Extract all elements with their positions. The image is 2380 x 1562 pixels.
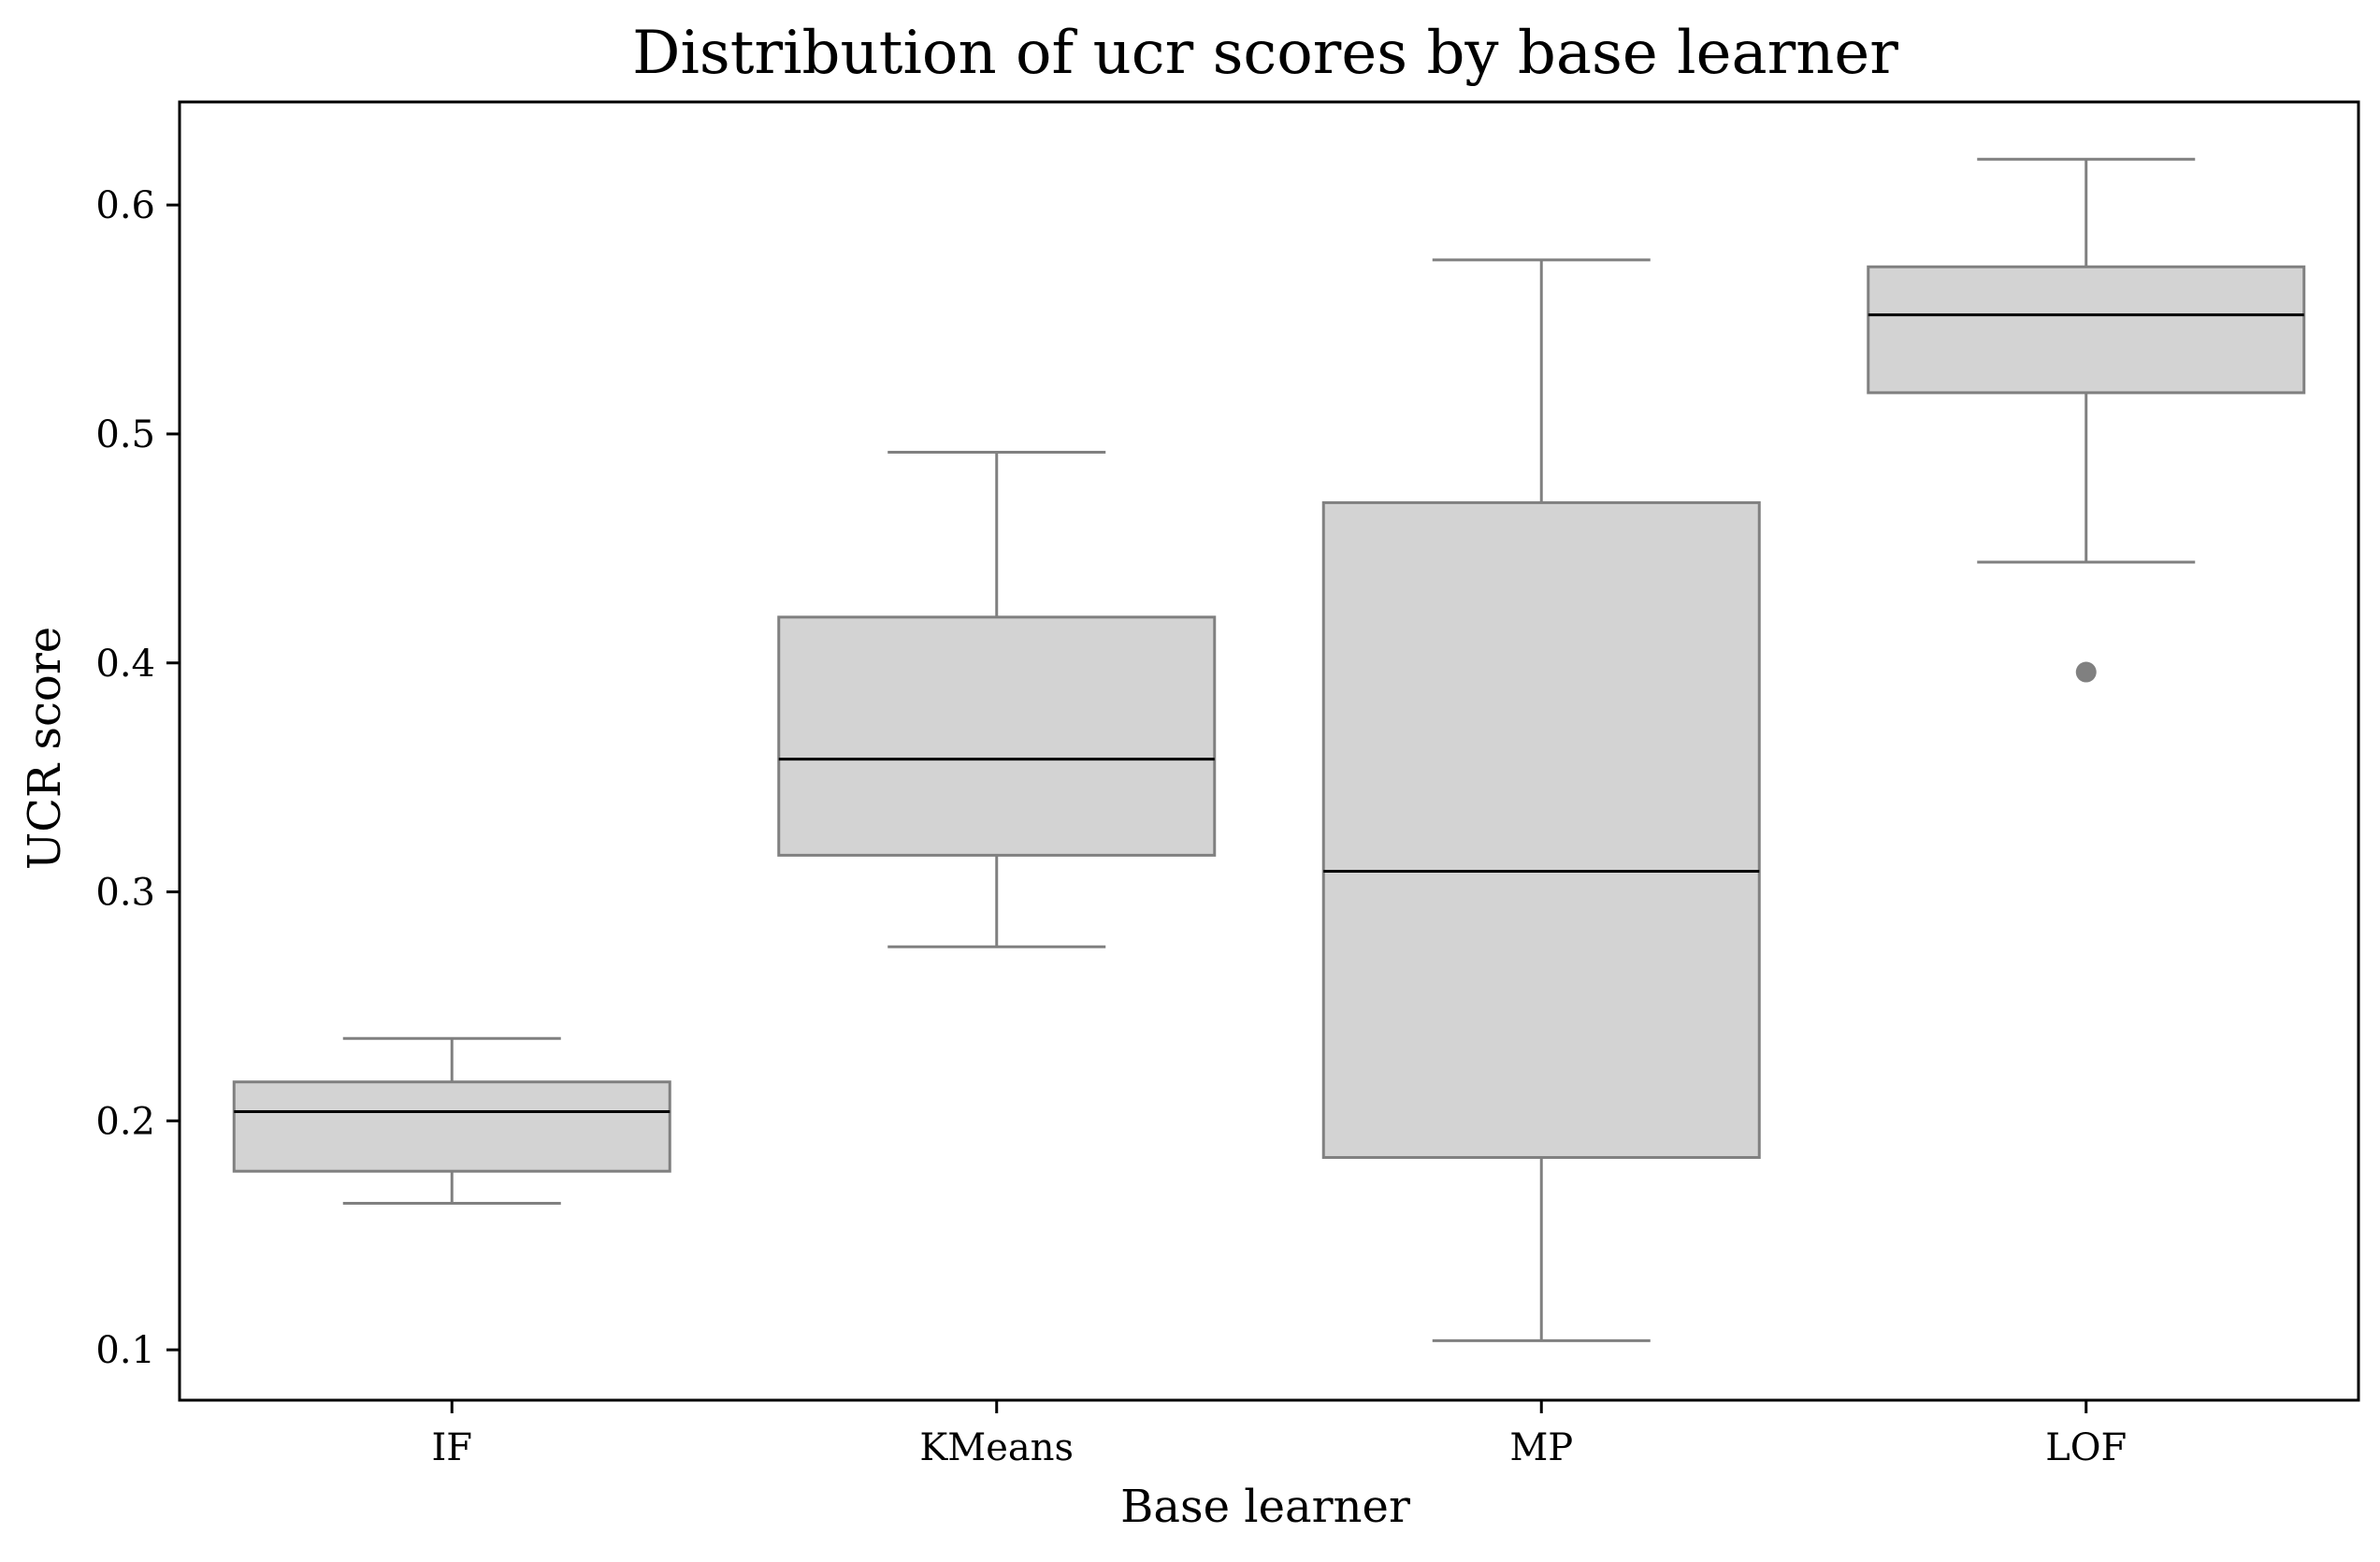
- iqr-box: [1867, 265, 2306, 395]
- plot-area: 0.1 0.2 0.3 0.4 0.5 0.6 IF KMeans MP LOF: [95, 100, 2360, 1469]
- outlier-point: [2075, 661, 2097, 683]
- y-axis-label: UCR score: [19, 627, 71, 870]
- x-tick-label: IF: [431, 1426, 472, 1469]
- x-tick-label: LOF: [2045, 1426, 2127, 1469]
- box-group-if: [232, 1036, 671, 1205]
- y-tick-label: 0.3: [95, 872, 155, 915]
- y-tick-label: 0.4: [95, 643, 155, 686]
- box-group-mp: [1321, 258, 1761, 1342]
- x-axis-label: Base learner: [1120, 1481, 1410, 1533]
- iqr-box: [777, 615, 1217, 857]
- y-tick-label: 0.5: [95, 413, 155, 456]
- x-tick-label: MP: [1509, 1426, 1573, 1469]
- y-tick-label: 0.6: [95, 184, 155, 227]
- y-tick-label: 0.2: [95, 1100, 155, 1143]
- iqr-box: [1321, 500, 1761, 1160]
- iqr-box: [232, 1080, 671, 1173]
- chart-title: Distribution of ucr scores by base learn…: [632, 19, 1898, 88]
- y-tick-label: 0.1: [95, 1329, 155, 1372]
- axes-frame: [178, 100, 2360, 1402]
- x-tick-label: KMeans: [919, 1426, 1074, 1469]
- box-group-kmeans: [777, 451, 1217, 948]
- box-group-lof: [1867, 157, 2306, 683]
